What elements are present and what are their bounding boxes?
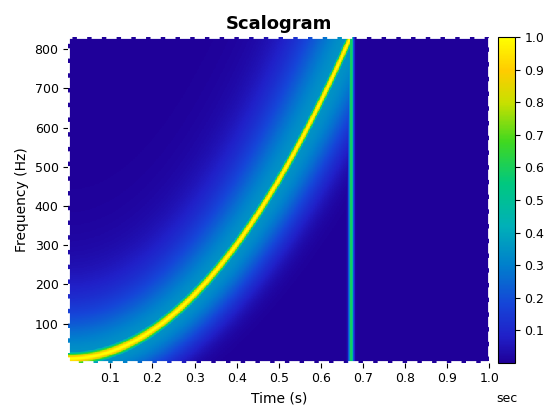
X-axis label: Time (s): Time (s) xyxy=(251,391,307,405)
Text: sec: sec xyxy=(496,391,517,404)
Title: Scalogram: Scalogram xyxy=(226,15,332,33)
Y-axis label: Frequency (Hz): Frequency (Hz) xyxy=(15,148,29,252)
